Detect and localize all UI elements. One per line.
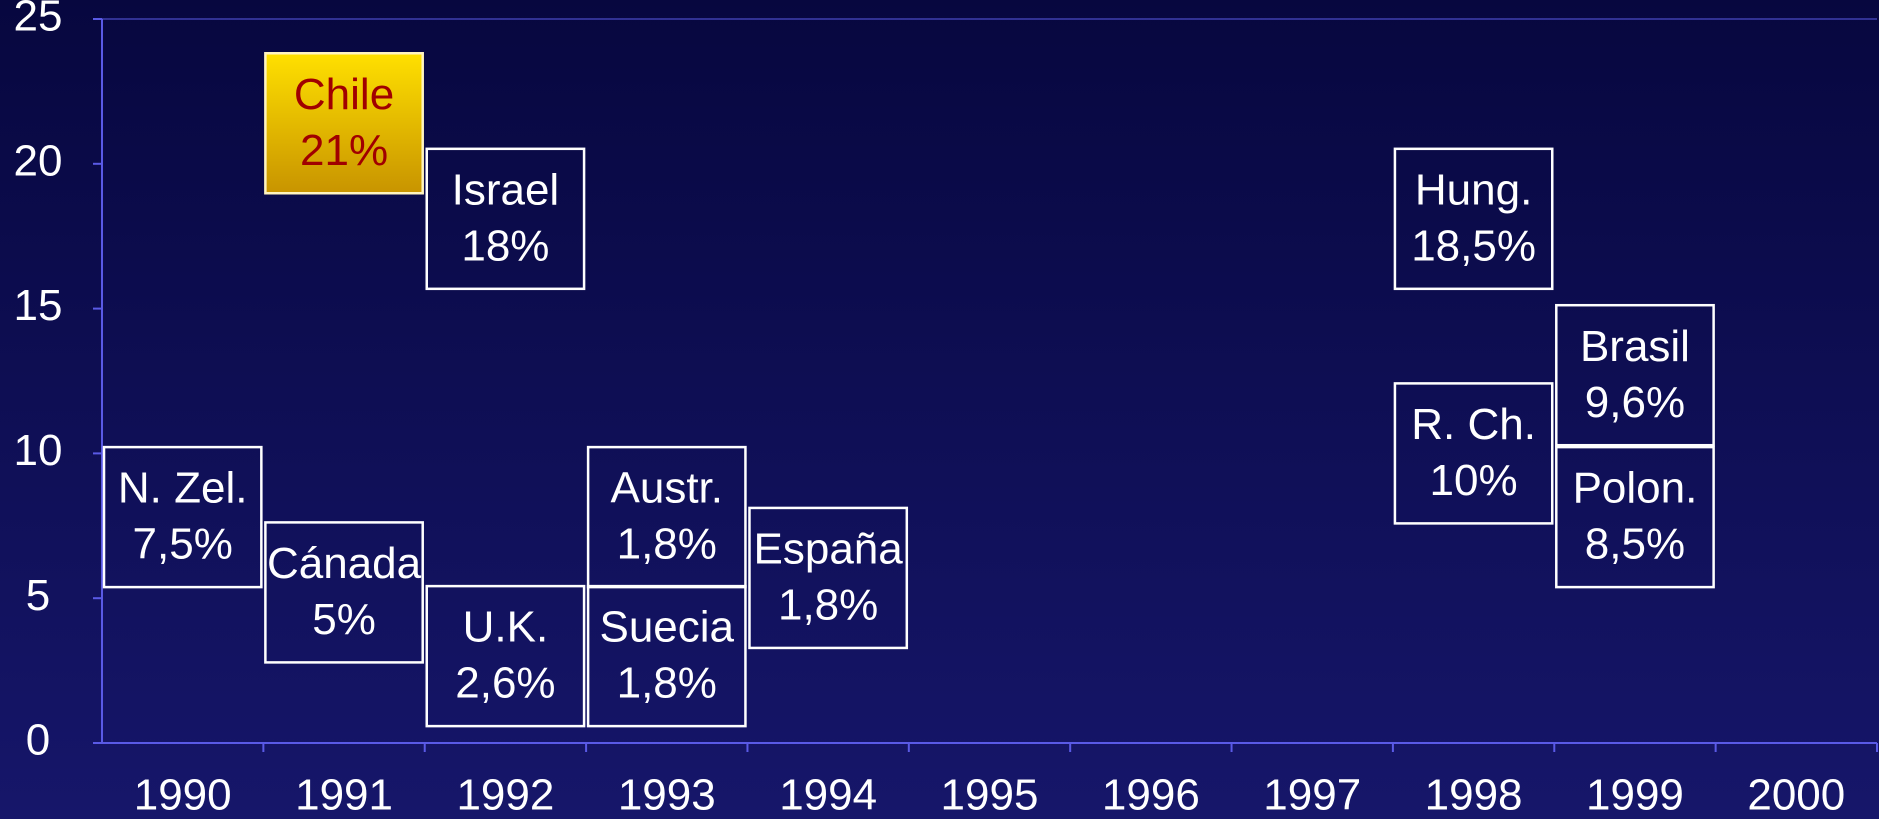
box-name: España [754, 525, 904, 574]
label-box [1555, 445, 1715, 589]
label-box [748, 506, 909, 650]
box-name: Brasil [1580, 322, 1690, 371]
x-tick-label: 1997 [1263, 771, 1361, 819]
label-box [425, 584, 586, 728]
label-box [1555, 303, 1715, 447]
box-value: 18% [461, 221, 549, 270]
box-value: 5% [312, 595, 376, 644]
box-name: Cánada [267, 539, 422, 588]
box-name: Chile [294, 70, 394, 119]
y-tick-label: 25 [14, 0, 63, 41]
box-value: 10% [1430, 456, 1518, 505]
x-tick-label: 1992 [456, 771, 554, 819]
box-value: 8,5% [1585, 520, 1685, 569]
box-value: 7,5% [133, 520, 233, 569]
x-tick-label: 1995 [941, 771, 1039, 819]
box-name: Polon. [1573, 464, 1698, 513]
y-tick-label: 20 [14, 136, 63, 185]
y-tick-label: 0 [26, 716, 50, 765]
box-value: 1,8% [617, 520, 717, 569]
label-box [264, 521, 424, 664]
box-name: Hung. [1415, 165, 1532, 214]
y-tick-label: 10 [14, 426, 63, 475]
box-name: R. Ch. [1411, 400, 1536, 449]
label-box [586, 584, 747, 728]
label-box [102, 445, 263, 589]
x-tick-label: 1994 [779, 771, 877, 819]
x-tick-label: 1990 [134, 771, 232, 819]
x-tick-label: 1996 [1102, 771, 1200, 819]
label-box [1393, 382, 1554, 525]
label-box [1393, 147, 1554, 291]
box-value: 9,6% [1585, 378, 1685, 427]
box-value: 2,6% [455, 659, 555, 708]
box-value: 18,5% [1411, 221, 1536, 270]
box-name: U.K. [463, 603, 549, 652]
box-name: N. Zel. [118, 464, 248, 513]
x-tick-label: 2000 [1747, 771, 1845, 819]
y-tick-label: 15 [14, 281, 63, 330]
box-value: 1,8% [617, 659, 717, 708]
box-name: Israel [452, 165, 560, 214]
label-box [425, 147, 586, 291]
box-value: 21% [300, 126, 388, 175]
y-tick-label: 5 [26, 571, 50, 620]
x-tick-label: 1998 [1425, 771, 1523, 819]
box-name: Austr. [611, 464, 724, 513]
x-tick-label: 1993 [618, 771, 716, 819]
box-name: Suecia [599, 603, 734, 652]
x-tick-label: 1999 [1586, 771, 1684, 819]
label-box [264, 52, 424, 195]
box-value: 1,8% [778, 581, 878, 630]
x-tick-label: 1991 [295, 771, 393, 819]
